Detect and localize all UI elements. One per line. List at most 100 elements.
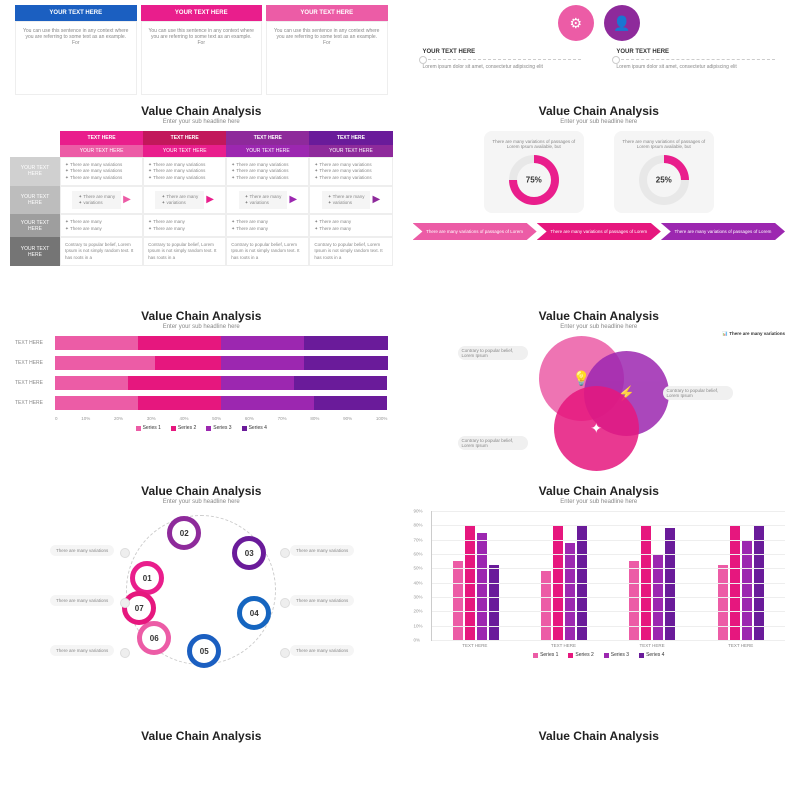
col-subhead: YOUR TEXT HERE bbox=[143, 145, 226, 157]
flow-node: 06 bbox=[137, 621, 171, 655]
bar-group bbox=[432, 511, 520, 640]
label-block: YOUR TEXT HERELorem ipsum dolor sit amet… bbox=[616, 49, 775, 70]
connector-dot bbox=[120, 648, 130, 658]
axis-tick: 60% bbox=[245, 416, 254, 421]
bar-segment bbox=[155, 356, 222, 370]
y-tick: 20% bbox=[414, 609, 423, 614]
bar-segment bbox=[138, 396, 221, 410]
bar-group bbox=[697, 511, 785, 640]
bar-segment bbox=[55, 356, 155, 370]
table-cell: ✦ There are many variations✦ There are m… bbox=[226, 157, 309, 186]
card-head: YOUR TEXT HERE bbox=[141, 5, 263, 21]
subtitle: Enter your sub headline here bbox=[403, 119, 796, 125]
circle-icon: 👤 bbox=[604, 5, 640, 41]
bar-segment bbox=[138, 336, 221, 350]
col-head: TEXT HERE bbox=[226, 131, 309, 145]
bar-segment bbox=[55, 336, 138, 350]
bar-segment bbox=[221, 336, 304, 350]
bar-segment bbox=[314, 396, 387, 410]
chevron-step: There are many variations of passages of… bbox=[661, 223, 785, 240]
bar-row: TEXT HERE bbox=[15, 336, 388, 350]
table-cell: ✦ There are many✦ variations▶ bbox=[143, 186, 226, 215]
bar-segment bbox=[128, 376, 221, 390]
venn-panel: Value Chain Analysis Enter your sub head… bbox=[403, 305, 796, 475]
subtitle: Enter your sub headline here bbox=[5, 499, 398, 505]
flow-node: 01 bbox=[130, 561, 164, 595]
flow-label: There are many variations bbox=[290, 645, 354, 656]
y-tick: 70% bbox=[414, 537, 423, 542]
donut-card: There are many variations of passages of… bbox=[484, 131, 584, 213]
axis-tick: 40% bbox=[179, 416, 188, 421]
table-cell: ✦ There are many variations✦ There are m… bbox=[143, 157, 226, 186]
connector-dot bbox=[280, 598, 290, 608]
table-cell: Contrary to popular belief, Lorem Ipsum … bbox=[60, 237, 143, 266]
table-cell: ✦ There are many variations✦ There are m… bbox=[309, 157, 392, 186]
bar-segment bbox=[221, 396, 314, 410]
axis-tick: 90% bbox=[343, 416, 352, 421]
legend-item: Series 1 bbox=[136, 425, 161, 431]
page-title: Value Chain Analysis bbox=[5, 729, 398, 743]
connector-dot bbox=[120, 598, 130, 608]
axis-tick: 50% bbox=[212, 416, 221, 421]
y-tick: 80% bbox=[414, 523, 423, 528]
x-label: TEXT HERE bbox=[431, 641, 520, 648]
axis-tick: 70% bbox=[278, 416, 287, 421]
flow-node: 05 bbox=[187, 634, 221, 668]
flow-label: There are many variations bbox=[290, 595, 354, 606]
row-head: YOUR TEXT HERE bbox=[10, 186, 60, 215]
col-head: TEXT HERE bbox=[60, 131, 143, 145]
subtitle: Enter your sub headline here bbox=[403, 324, 796, 330]
venn-label: Contrary to popular belief, Lorem Ipsum bbox=[663, 386, 733, 400]
bar bbox=[629, 561, 639, 640]
stacked-bar-panel: Value Chain Analysis Enter your sub head… bbox=[5, 305, 398, 475]
page-title: Value Chain Analysis bbox=[5, 484, 398, 498]
legend-item: Series 4 bbox=[242, 425, 267, 431]
venn-circle: ✦ bbox=[554, 386, 639, 471]
table-cell: Contrary to popular belief, Lorem Ipsum … bbox=[143, 237, 226, 266]
table-cell: ✦ There are many✦ There are many bbox=[60, 214, 143, 237]
y-tick: 90% bbox=[414, 509, 423, 514]
y-tick: 60% bbox=[414, 552, 423, 557]
table-cell: ✦ There are many✦ There are many bbox=[226, 214, 309, 237]
y-tick: 0% bbox=[414, 638, 421, 643]
bar bbox=[453, 561, 463, 640]
axis-tick: 10% bbox=[81, 416, 90, 421]
bar-group bbox=[608, 511, 696, 640]
cards-panel: YOUR TEXT HEREYou can use this sentence … bbox=[5, 5, 398, 95]
table-cell: ✦ There are many✦ variations▶ bbox=[60, 186, 143, 215]
bottom-title-panel: Value Chain Analysis bbox=[403, 725, 796, 755]
bar-row: TEXT HERE bbox=[15, 396, 388, 410]
bar-segment bbox=[55, 396, 138, 410]
flow-label: There are many variations bbox=[50, 545, 114, 556]
bar bbox=[489, 565, 499, 640]
donut-panel: Value Chain Analysis Enter your sub head… bbox=[403, 100, 796, 300]
circular-flow-panel: Value Chain Analysis Enter your sub head… bbox=[5, 480, 398, 720]
flow-label: There are many variations bbox=[290, 545, 354, 556]
row-head: YOUR TEXT HERE bbox=[10, 237, 60, 266]
col-subhead: YOUR TEXT HERE bbox=[226, 145, 309, 157]
legend-item: Series 2 bbox=[568, 652, 593, 658]
page-title: Value Chain Analysis bbox=[5, 309, 398, 323]
venn-label: Contrary to popular belief, Lorem Ipsum bbox=[458, 436, 528, 450]
card-head: YOUR TEXT HERE bbox=[15, 5, 137, 21]
table-cell: ✦ There are many✦ There are many bbox=[309, 214, 392, 237]
y-tick: 40% bbox=[414, 580, 423, 585]
bar bbox=[541, 571, 551, 640]
chevron-step: There are many variations of passages of… bbox=[537, 223, 661, 240]
connector-dot bbox=[280, 548, 290, 558]
connector-dot bbox=[120, 548, 130, 558]
bar bbox=[665, 528, 675, 640]
bar-segment bbox=[221, 356, 304, 370]
col-subhead: YOUR TEXT HERE bbox=[309, 145, 392, 157]
donut-chart: 25% bbox=[639, 155, 689, 205]
col-head: TEXT HERE bbox=[309, 131, 392, 145]
bar-row: TEXT HERE bbox=[15, 356, 388, 370]
card: YOUR TEXT HEREYou can use this sentence … bbox=[266, 5, 388, 95]
card: YOUR TEXT HEREYou can use this sentence … bbox=[15, 5, 137, 95]
bar bbox=[477, 533, 487, 641]
card-head: YOUR TEXT HERE bbox=[266, 5, 388, 21]
col-subhead: YOUR TEXT HERE bbox=[60, 145, 143, 157]
axis-tick: 0 bbox=[55, 416, 58, 421]
bar-segment bbox=[55, 376, 128, 390]
y-tick: 10% bbox=[414, 623, 423, 628]
